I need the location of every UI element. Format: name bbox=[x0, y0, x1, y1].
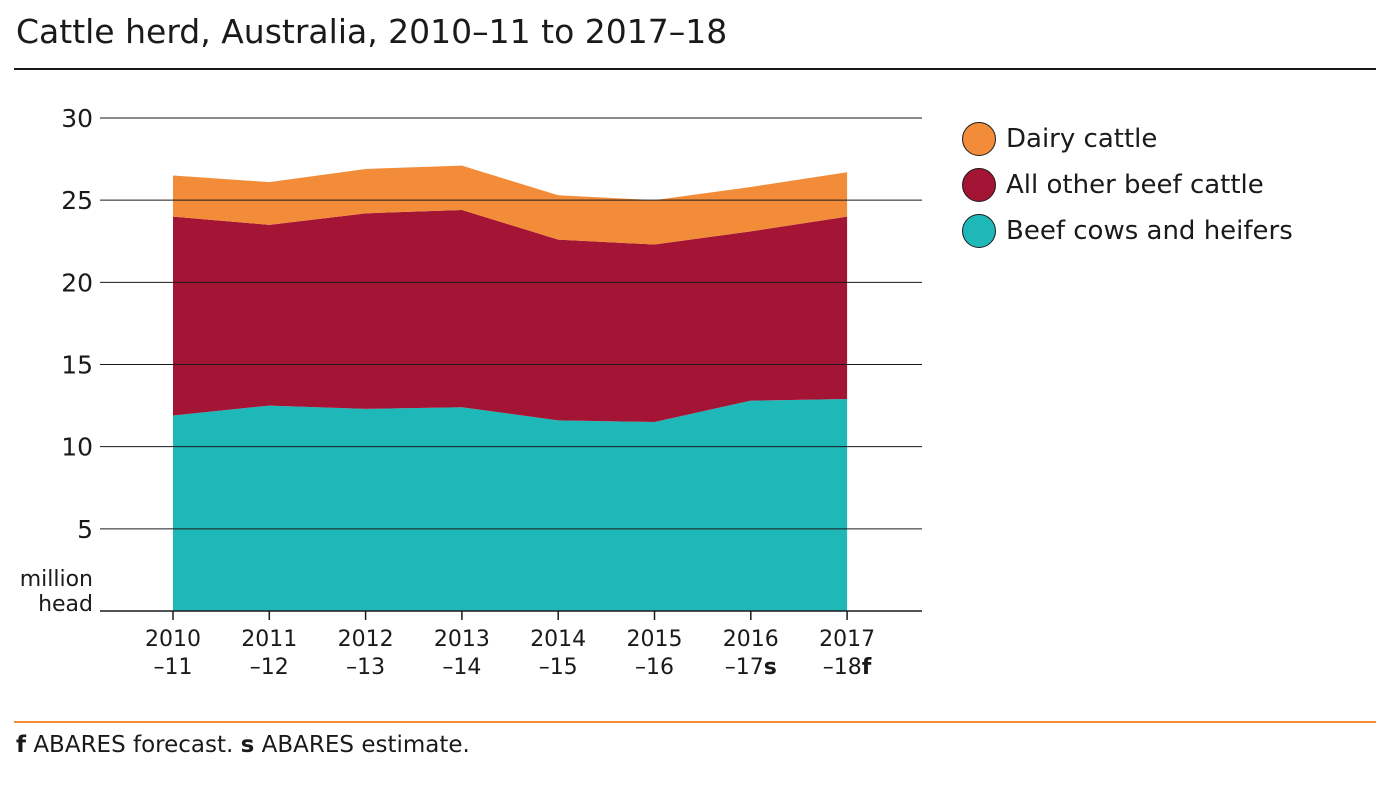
x-tick-label-year: 2010 bbox=[145, 627, 201, 652]
footnote: f ABARES forecast. s ABARES estimate. bbox=[16, 732, 470, 758]
x-tick-label-year: 2017 bbox=[819, 627, 875, 652]
legend-item-beef-cows-and-heifers: Beef cows and heifers bbox=[962, 208, 1293, 254]
legend-label: Dairy cattle bbox=[1006, 124, 1158, 154]
x-tick-label-period: –15 bbox=[539, 655, 578, 680]
x-tick-label-period: –17s bbox=[725, 655, 777, 680]
y-axis-label: million bbox=[20, 567, 93, 592]
x-tick-label-period: –13 bbox=[346, 655, 385, 680]
estimate-marker: s bbox=[240, 732, 255, 758]
x-tick-label-period: –11 bbox=[154, 655, 193, 680]
x-tick-label-period: –12 bbox=[250, 655, 289, 680]
forecast-marker: f bbox=[16, 732, 27, 758]
area-beef-cows-and-heifers bbox=[173, 399, 848, 611]
legend-item-all-other-beef-cattle: All other beef cattle bbox=[962, 162, 1293, 208]
x-tick-label-year: 2013 bbox=[434, 627, 490, 652]
y-tick-label: 30 bbox=[61, 104, 93, 133]
y-tick-label: 15 bbox=[61, 351, 93, 380]
y-tick-label: 5 bbox=[77, 515, 93, 544]
y-axis-label: head bbox=[38, 592, 93, 617]
chart-title: Cattle herd, Australia, 2010–11 to 2017–… bbox=[16, 12, 728, 51]
legend-label: All other beef cattle bbox=[1006, 170, 1264, 200]
legend-label: Beef cows and heifers bbox=[1006, 216, 1293, 246]
x-tick-label-period: –18f bbox=[823, 655, 872, 680]
x-tick-label-period: –16 bbox=[635, 655, 674, 680]
x-tick-label-period: –14 bbox=[442, 655, 481, 680]
footer-divider bbox=[14, 721, 1376, 723]
y-tick-label: 20 bbox=[61, 268, 93, 297]
x-tick-label-year: 2014 bbox=[530, 627, 586, 652]
y-tick-label: 25 bbox=[61, 186, 93, 215]
x-tick-label-year: 2016 bbox=[723, 627, 779, 652]
area-all-other-beef-cattle bbox=[173, 210, 848, 423]
x-tick-label-year: 2012 bbox=[338, 627, 394, 652]
legend: Dairy cattle All other beef cattle Beef co… bbox=[962, 116, 1293, 254]
x-tick-label-year: 2015 bbox=[627, 627, 683, 652]
legend-item-dairy-cattle: Dairy cattle bbox=[962, 116, 1293, 162]
title-divider bbox=[14, 68, 1376, 70]
legend-swatch bbox=[962, 168, 996, 202]
estimate-note: ABARES estimate. bbox=[254, 732, 470, 758]
y-tick-label: 10 bbox=[61, 433, 93, 462]
forecast-note: ABARES forecast. bbox=[26, 732, 241, 758]
x-tick-label-year: 2011 bbox=[241, 627, 297, 652]
legend-swatch bbox=[962, 214, 996, 248]
legend-swatch bbox=[962, 122, 996, 156]
area-dairy-cattle bbox=[173, 165, 848, 245]
